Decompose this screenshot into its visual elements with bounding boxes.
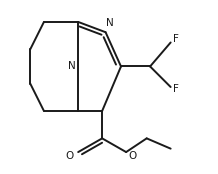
Text: O: O <box>66 151 74 161</box>
Text: N: N <box>68 61 76 72</box>
Text: F: F <box>173 84 179 94</box>
Text: O: O <box>129 151 137 161</box>
Text: F: F <box>173 34 179 44</box>
Text: N: N <box>106 18 114 28</box>
